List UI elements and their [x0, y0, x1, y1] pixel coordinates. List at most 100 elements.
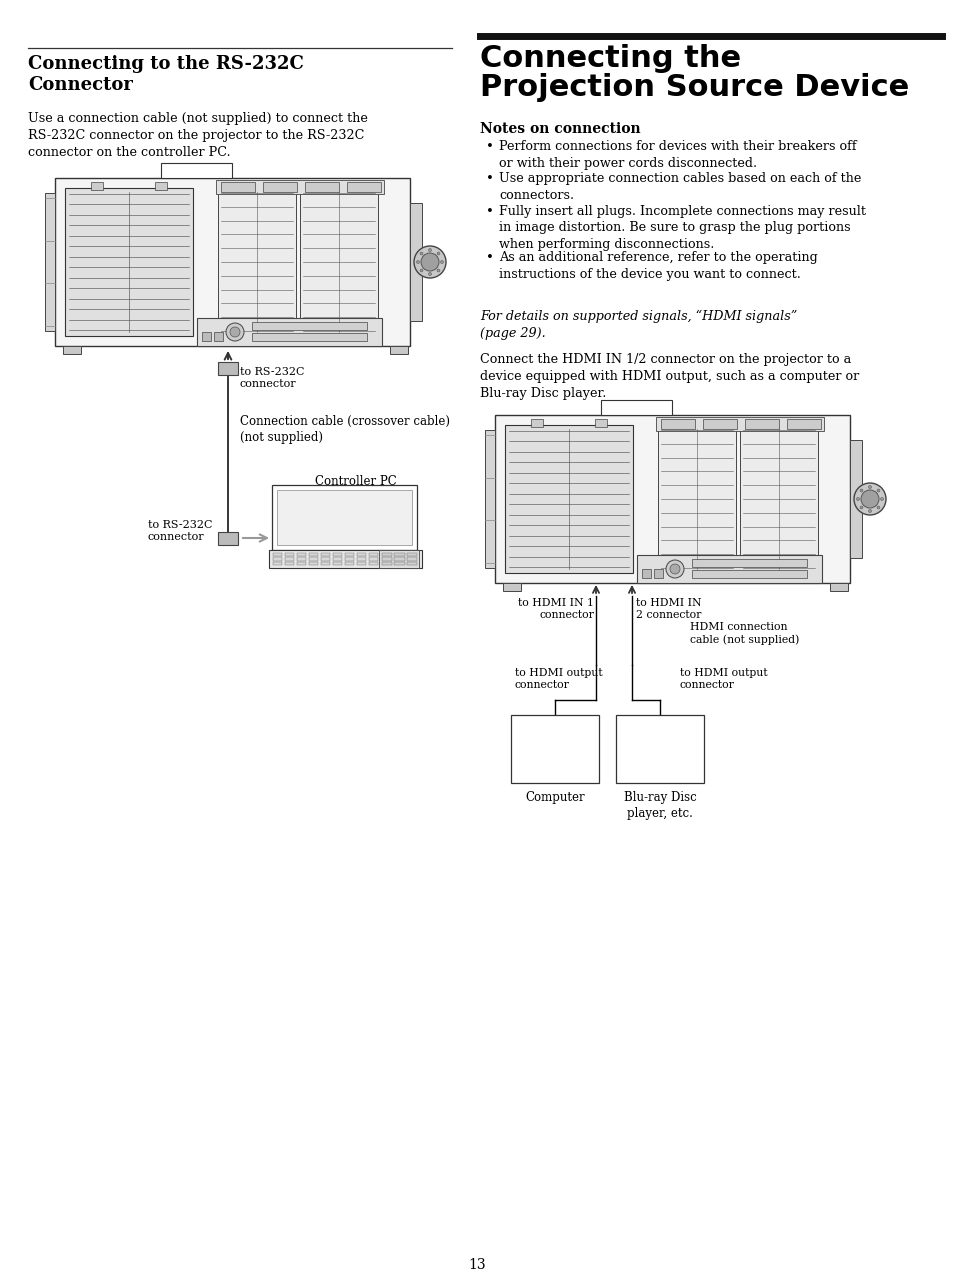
Bar	[691, 569, 805, 578]
Bar	[654, 569, 662, 578]
Bar	[641, 569, 650, 578]
Circle shape	[414, 246, 446, 278]
Bar	[285, 553, 294, 555]
Bar	[65, 189, 193, 336]
Text: •: •	[485, 251, 494, 265]
Bar	[345, 557, 354, 561]
Bar	[154, 182, 167, 190]
Bar	[276, 490, 412, 545]
Bar	[55, 178, 410, 347]
Bar	[382, 562, 392, 564]
Text: Fully insert all plugs. Incomplete connections may result
in image distortion. B: Fully insert all plugs. Incomplete conne…	[498, 205, 865, 251]
Text: Connection cable (crossover cable)
(not supplied): Connection cable (crossover cable) (not …	[240, 415, 450, 445]
Bar	[495, 415, 849, 583]
Text: Controller PC: Controller PC	[314, 475, 396, 488]
Circle shape	[861, 490, 878, 508]
Bar	[216, 180, 384, 194]
Circle shape	[428, 273, 431, 275]
Text: For details on supported signals, “HDMI signals”
(page 29).: For details on supported signals, “HDMI …	[479, 310, 797, 340]
Bar	[406, 553, 416, 555]
Circle shape	[428, 248, 431, 251]
Text: As an additional reference, refer to the operating
instructions of the device yo: As an additional reference, refer to the…	[498, 251, 817, 280]
Bar	[221, 182, 255, 192]
Bar	[369, 553, 377, 555]
Bar	[702, 419, 737, 429]
Text: to HDMI output
connector: to HDMI output connector	[515, 668, 602, 691]
Circle shape	[876, 506, 879, 510]
Text: to HDMI output
connector: to HDMI output connector	[679, 668, 767, 691]
Circle shape	[859, 489, 862, 492]
Bar	[218, 533, 237, 545]
Bar	[345, 553, 354, 555]
Text: to RS-232C
connector: to RS-232C connector	[148, 520, 213, 543]
Bar	[320, 557, 330, 561]
Bar	[305, 182, 339, 192]
Bar	[333, 557, 341, 561]
Bar	[273, 562, 282, 564]
Text: Notes on connection: Notes on connection	[479, 122, 640, 136]
Circle shape	[436, 252, 439, 255]
Circle shape	[419, 252, 422, 255]
Bar	[296, 562, 306, 564]
Bar	[410, 203, 421, 321]
Circle shape	[853, 483, 885, 515]
Bar	[406, 562, 416, 564]
Circle shape	[420, 254, 438, 271]
Text: Projection Source Device: Projection Source Device	[479, 73, 908, 102]
Text: 13: 13	[468, 1257, 485, 1271]
Bar	[356, 557, 366, 561]
Bar	[333, 562, 341, 564]
Text: to HDMI IN 1
connector: to HDMI IN 1 connector	[517, 598, 594, 620]
Bar	[502, 583, 520, 591]
Bar	[511, 715, 598, 784]
Bar	[296, 557, 306, 561]
Circle shape	[859, 506, 862, 510]
Bar	[531, 419, 542, 427]
Text: Perform connections for devices with their breakers off
or with their power cord: Perform connections for devices with the…	[498, 140, 856, 169]
Bar	[601, 400, 672, 415]
Bar	[382, 557, 392, 561]
Bar	[161, 163, 233, 178]
Bar	[309, 553, 317, 555]
Circle shape	[669, 564, 679, 575]
Bar	[347, 182, 381, 192]
Bar	[369, 562, 377, 564]
Text: to HDMI IN
2 connector: to HDMI IN 2 connector	[636, 598, 700, 620]
Bar	[213, 333, 223, 341]
Bar	[504, 426, 632, 573]
Circle shape	[867, 510, 871, 512]
Text: •: •	[485, 172, 494, 186]
Bar	[691, 559, 805, 567]
Bar	[356, 553, 366, 555]
Bar	[272, 485, 416, 550]
Bar	[484, 431, 495, 568]
Circle shape	[867, 485, 871, 488]
Bar	[406, 557, 416, 561]
Text: Computer: Computer	[525, 791, 584, 804]
Bar	[285, 557, 294, 561]
Circle shape	[665, 561, 683, 578]
Circle shape	[440, 260, 443, 264]
Circle shape	[436, 269, 439, 271]
Bar	[394, 557, 404, 561]
Bar	[333, 553, 341, 555]
Text: Blu-ray Disc
player, etc.: Blu-ray Disc player, etc.	[623, 791, 696, 820]
Bar	[269, 550, 421, 568]
Bar	[320, 562, 330, 564]
Text: Use appropriate connection cables based on each of the
connectors.: Use appropriate connection cables based …	[498, 172, 861, 201]
Text: HDMI connection
cable (not supplied): HDMI connection cable (not supplied)	[689, 622, 799, 645]
Bar	[394, 553, 404, 555]
Bar	[345, 562, 354, 564]
Bar	[595, 419, 606, 427]
Bar	[263, 182, 297, 192]
Bar	[658, 426, 736, 573]
Bar	[390, 347, 408, 354]
Bar	[218, 189, 296, 336]
Bar	[660, 419, 695, 429]
Bar	[744, 419, 779, 429]
Bar	[309, 562, 317, 564]
Bar	[356, 562, 366, 564]
Circle shape	[230, 327, 240, 338]
Bar	[285, 562, 294, 564]
Bar	[829, 583, 847, 591]
